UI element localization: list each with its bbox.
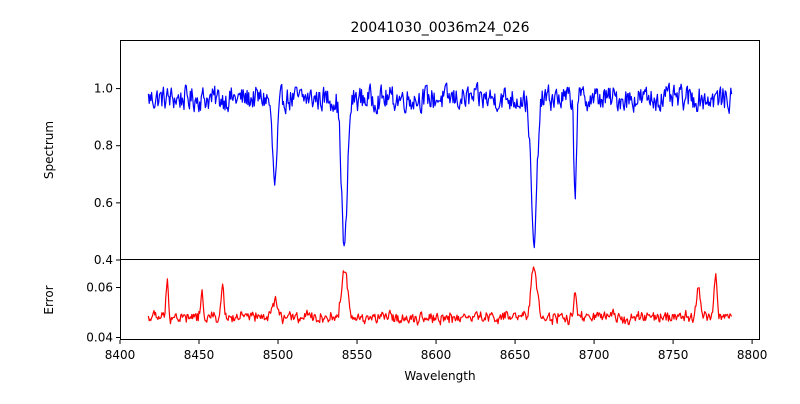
y-tick-label: 0.8 — [94, 139, 113, 153]
y-tick-label: 1.0 — [94, 82, 113, 96]
x-axis-ticks: 8400 8450 8500 8550 8600 8650 8700 8750 8800 — [105, 340, 768, 362]
y-tick-label: 0.6 — [94, 196, 113, 210]
x-tick-label: 8800 — [737, 348, 768, 362]
x-tick-label: 8600 — [421, 348, 452, 362]
x-axis-label: Wavelength — [404, 369, 475, 383]
error-y-ticks: 0.04 0.06 — [86, 281, 120, 345]
error-panel: 0.04 0.06 8400 8450 8500 8550 8600 8650 8700 875… — [42, 259, 768, 383]
error-y-axis-label: Error — [42, 285, 56, 314]
y-tick-label: 0.04 — [86, 331, 113, 345]
spectrum-y-axis-label: Spectrum — [42, 121, 56, 179]
error-line — [147, 266, 733, 326]
x-tick-label: 8400 — [105, 348, 136, 362]
x-tick-label: 8750 — [658, 348, 689, 362]
spectrum-line — [147, 81, 733, 249]
x-tick-label: 8650 — [500, 348, 531, 362]
error-axes-frame — [120, 259, 760, 340]
x-tick-label: 8450 — [184, 348, 215, 362]
chart-title: 20041030_0036m24_026 — [350, 20, 529, 36]
x-tick-label: 8550 — [342, 348, 373, 362]
spectrum-axes-frame — [120, 40, 760, 260]
x-tick-label: 8500 — [263, 348, 294, 362]
y-tick-label: 0.06 — [86, 281, 113, 295]
x-tick-label: 8700 — [579, 348, 610, 362]
spectrum-y-ticks: 0.4 0.6 0.8 1.0 — [94, 82, 120, 267]
spectrum-panel: 0.4 0.6 0.8 1.0 Spectrum — [42, 40, 760, 267]
spectrum-series — [147, 81, 733, 249]
y-tick-label: 0.4 — [94, 253, 113, 267]
error-series — [147, 266, 733, 326]
